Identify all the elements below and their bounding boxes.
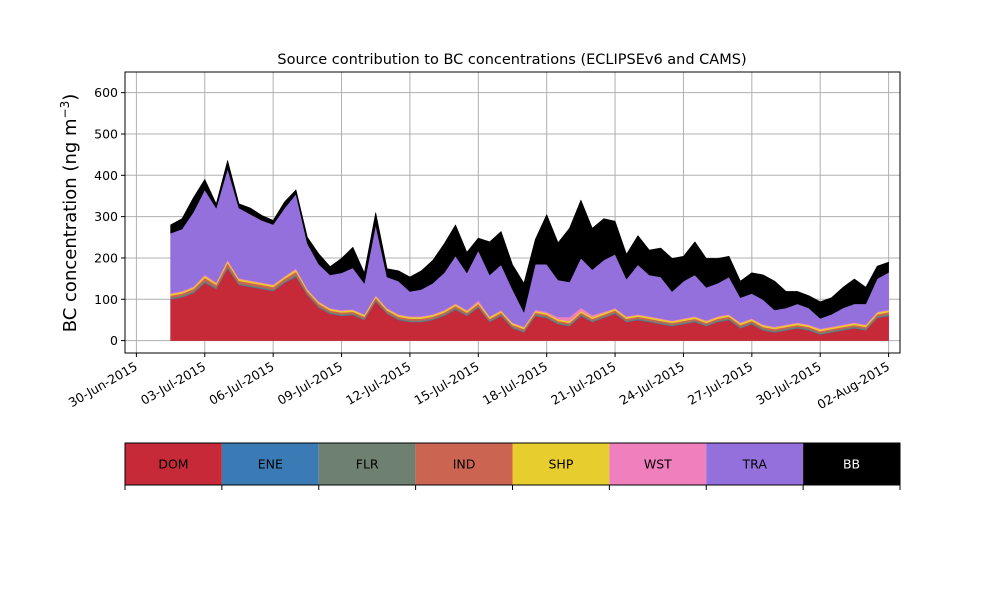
legend-swatch-dom <box>125 443 222 485</box>
x-tick-label: 02-Aug-2015 <box>815 359 893 412</box>
y-axis-label-main: BC concentration (ng m <box>60 118 81 332</box>
legend-label-shp: SHP <box>549 457 574 472</box>
legend-swatch-shp <box>512 443 610 485</box>
legend-swatch-ind <box>415 443 513 485</box>
legend-swatch-tra <box>706 443 804 485</box>
y-tick-label: 600 <box>94 85 118 100</box>
legend-label-ind: IND <box>453 457 476 472</box>
x-tick-label: 03-Jul-2015 <box>138 359 208 408</box>
plot-frame <box>124 71 901 354</box>
x-tick-label: 21-Jul-2015 <box>548 359 618 408</box>
y-tick-label: 400 <box>94 168 118 183</box>
y-axis-label-close: ) <box>60 94 81 101</box>
y-tick-label: 100 <box>94 292 118 307</box>
x-tick-label: 30-Jul-2015 <box>753 359 823 408</box>
legend-label-wst: WST <box>644 457 672 472</box>
legend: DOM ENE FLR IND SHP WST TRA BB <box>124 442 901 490</box>
x-tick-label: 18-Jul-2015 <box>480 359 550 408</box>
x-tick-label: 09-Jul-2015 <box>275 359 345 408</box>
x-tick-label: 27-Jul-2015 <box>685 359 755 408</box>
legend-label-bb: BB <box>843 457 860 472</box>
y-tick-label: 500 <box>94 126 118 141</box>
x-tick-label: 24-Jul-2015 <box>617 359 687 408</box>
legend-frame <box>124 442 901 486</box>
x-tick-label: 15-Jul-2015 <box>411 359 481 408</box>
x-axis-ticks: 30-Jun-201503-Jul-201506-Jul-201509-Jul-… <box>66 353 892 412</box>
area-bb <box>170 160 889 319</box>
x-tick-label: 30-Jun-2015 <box>66 359 140 410</box>
y-axis-label-superscript: −3 <box>58 101 72 119</box>
legend-label-flr: FLR <box>356 457 379 472</box>
legend-label-dom: DOM <box>158 457 188 472</box>
legend-swatch-ene <box>221 443 319 485</box>
legend-label-ene: ENE <box>258 457 283 472</box>
y-axis-ticks: 0 100 200 300 400 500 600 <box>94 85 125 348</box>
legend-label-tra: TRA <box>742 457 768 472</box>
x-tick-label: 06-Jul-2015 <box>206 359 276 408</box>
y-tick-label: 0 <box>110 333 118 348</box>
stacked-areas <box>170 160 889 341</box>
legend-swatch-bb <box>803 443 900 485</box>
y-tick-label: 200 <box>94 250 118 265</box>
y-axis-label: BC concentration (ng m−3) <box>58 94 81 333</box>
legend-swatch-wst <box>609 443 707 485</box>
y-tick-label: 300 <box>94 209 118 224</box>
chart-title: Source contribution to BC concentrations… <box>277 52 746 68</box>
x-tick-label: 12-Jul-2015 <box>343 359 413 408</box>
legend-swatch-flr <box>318 443 416 485</box>
